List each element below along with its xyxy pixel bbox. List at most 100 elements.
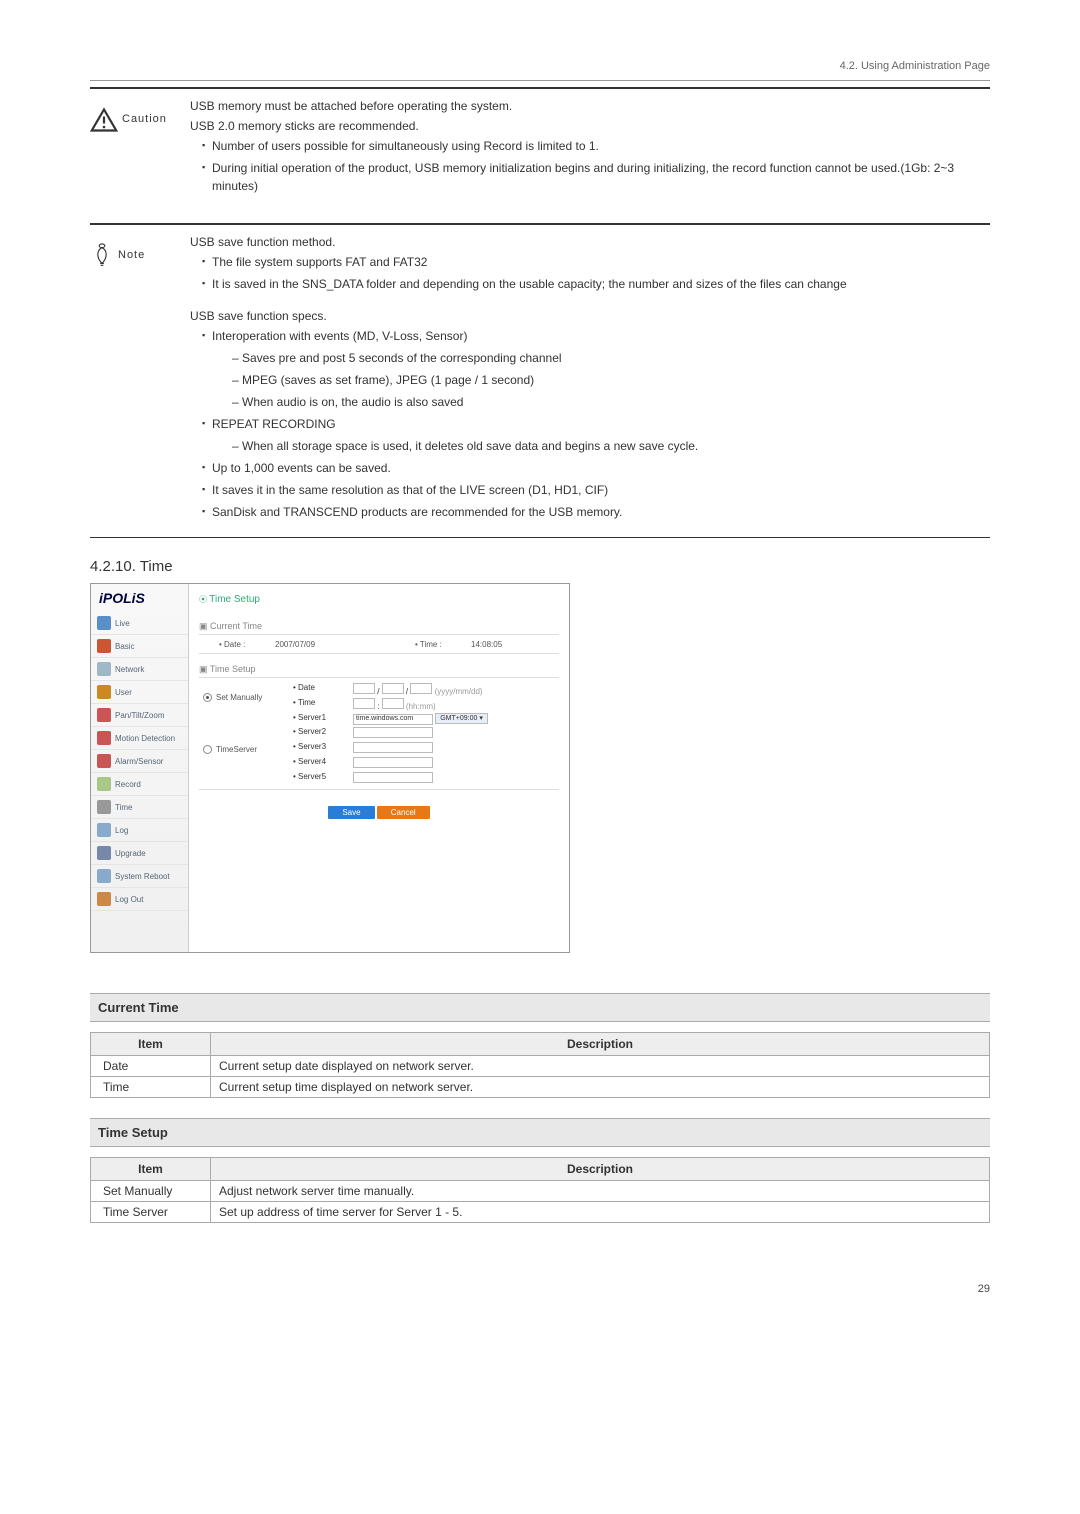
note-block1-title: USB save function method. (190, 233, 990, 251)
note-icon (90, 243, 114, 269)
time-hint: (hh:mm) (406, 702, 436, 711)
sidebar-item[interactable]: Basic (91, 635, 188, 658)
server1-input[interactable]: time.windows.com (353, 714, 433, 725)
note-item-text: Interoperation with events (MD, V-Loss, … (212, 329, 467, 343)
button-row: Save Cancel (199, 794, 559, 831)
setup-grid: Set Manually • Date / / (yyyy/mm/dd) • T… (199, 682, 559, 786)
note-item: REPEAT RECORDING When all storage space … (202, 415, 990, 455)
sidebar-item-label: Log Out (115, 895, 143, 904)
sidebar-logo: iPOLiS (91, 584, 188, 612)
sidebar-item[interactable]: Motion Detection (91, 727, 188, 750)
sidebar-item[interactable]: Upgrade (91, 842, 188, 865)
note-item-text: REPEAT RECORDING (212, 417, 336, 431)
server5-input[interactable] (353, 772, 433, 783)
note-block2-title: USB save function specs. (190, 307, 990, 325)
sidebar-item[interactable]: System Reboot (91, 865, 188, 888)
row-time-inputs: : (hh:mm) (349, 697, 559, 712)
current-time-table: Item Description Date Current setup date… (90, 1032, 990, 1098)
note-item: SanDisk and TRANSCEND products are recom… (202, 503, 990, 521)
date-month-input[interactable] (382, 683, 404, 694)
sidebar-item[interactable]: Record (91, 773, 188, 796)
server2-input[interactable] (353, 727, 433, 738)
sidebar-item[interactable]: Log (91, 819, 188, 842)
sidebar-item-label: Motion Detection (115, 734, 175, 743)
sidebar-item-label: System Reboot (115, 872, 170, 881)
server3-input[interactable] (353, 742, 433, 753)
note-subitem: When all storage space is used, it delet… (232, 437, 990, 455)
time-setup-table: Item Description Set Manually Adjust net… (90, 1157, 990, 1223)
sidebar-item[interactable]: Network (91, 658, 188, 681)
main-area: Time Setup ▣ Current Time • Date : 2007/… (189, 584, 569, 952)
sidebar-item-icon (97, 639, 111, 653)
table-row: Time Current setup time displayed on net… (91, 1077, 990, 1098)
note-content: USB save function method. The file syste… (190, 233, 990, 525)
td-item: Set Manually (91, 1181, 211, 1202)
sidebar-item[interactable]: User (91, 681, 188, 704)
sidebar-item[interactable]: Alarm/Sensor (91, 750, 188, 773)
th-desc: Description (211, 1033, 990, 1056)
sidebar-item[interactable]: Live (91, 612, 188, 635)
save-button[interactable]: Save (328, 806, 374, 819)
gmt-select[interactable]: GMT+09:00 ▾ (435, 713, 488, 724)
note-item: The file system supports FAT and FAT32 (202, 253, 990, 271)
date-year-input[interactable] (353, 683, 375, 694)
date-hint: (yyyy/mm/dd) (435, 687, 483, 696)
sidebar-item-icon (97, 800, 111, 814)
page-heading: Time Setup (199, 590, 559, 615)
breadcrumb: 4.2. Using Administration Page (90, 60, 990, 81)
server1-label: • Server1 (289, 712, 349, 726)
sidebar-item-icon (97, 754, 111, 768)
current-time-table-header: Current Time (90, 993, 990, 1022)
sidebar-item[interactable]: Time (91, 796, 188, 819)
sidebar-item-icon (97, 777, 111, 791)
server3-label: • Server3 (289, 741, 349, 756)
sidebar-item[interactable]: Pan/Tilt/Zoom (91, 704, 188, 727)
server4-label: • Server4 (289, 756, 349, 771)
caution-label-block: Caution (90, 97, 190, 199)
set-manually-radio[interactable]: Set Manually (199, 682, 289, 712)
th-item: Item (91, 1158, 211, 1181)
caution-callout: Caution USB memory must be attached befo… (90, 87, 990, 211)
sidebar-item-icon (97, 685, 111, 699)
note-subitem: Saves pre and post 5 seconds of the corr… (232, 349, 990, 367)
cancel-button[interactable]: Cancel (377, 806, 430, 819)
td-item: Time Server (91, 1202, 211, 1223)
page-number: 29 (90, 1283, 990, 1295)
server5-label: • Server5 (289, 771, 349, 786)
sidebar-item-label: Network (115, 665, 144, 674)
caution-item: During initial operation of the product,… (202, 159, 990, 195)
time-hh-input[interactable] (353, 698, 375, 709)
server2-label: • Server2 (289, 726, 349, 741)
sidebar-item-label: Basic (115, 642, 135, 651)
caution-intro-2: USB 2.0 memory sticks are recommended. (190, 117, 990, 135)
caution-intro-1: USB memory must be attached before opera… (190, 97, 990, 115)
current-date-row: • Date : 2007/07/09 • Time : 14:08:05 (199, 639, 559, 650)
note-label-block: Note (90, 233, 190, 525)
current-time-label: Current Time (210, 621, 262, 631)
section-title: 4.2.10. Time (90, 558, 990, 575)
sidebar-item-icon (97, 616, 111, 630)
time-mm-input[interactable] (382, 698, 404, 709)
td-item: Date (91, 1056, 211, 1077)
date-day-input[interactable] (410, 683, 432, 694)
sidebar-item-label: Record (115, 780, 141, 789)
sidebar-item-label: Time (115, 803, 132, 812)
time-value: 14:08:05 (471, 640, 559, 649)
sidebar-item-label: Upgrade (115, 849, 146, 858)
sidebar-item-label: Live (115, 619, 130, 628)
sidebar-item[interactable]: Log Out (91, 888, 188, 911)
sidebar-item-icon (97, 823, 111, 837)
sidebar-item-icon (97, 846, 111, 860)
table-row: Time Server Set up address of time serve… (91, 1202, 990, 1223)
time-setup-group: ▣ Time Setup (199, 664, 559, 675)
time-setup-screenshot: iPOLiS Live Basic Network UserPan/Tilt/Zoom… (90, 583, 570, 953)
time-server-radio[interactable]: TimeServer (199, 712, 289, 786)
server4-input[interactable] (353, 757, 433, 768)
note-item: Interoperation with events (MD, V-Loss, … (202, 327, 990, 411)
date-value: 2007/07/09 (275, 640, 363, 649)
caution-label: Caution (122, 107, 167, 125)
sidebar-item-icon (97, 731, 111, 745)
note-subitem: MPEG (saves as set frame), JPEG (1 page … (232, 371, 990, 389)
row-time-label: • Time (289, 697, 349, 712)
caution-icon (90, 107, 118, 133)
